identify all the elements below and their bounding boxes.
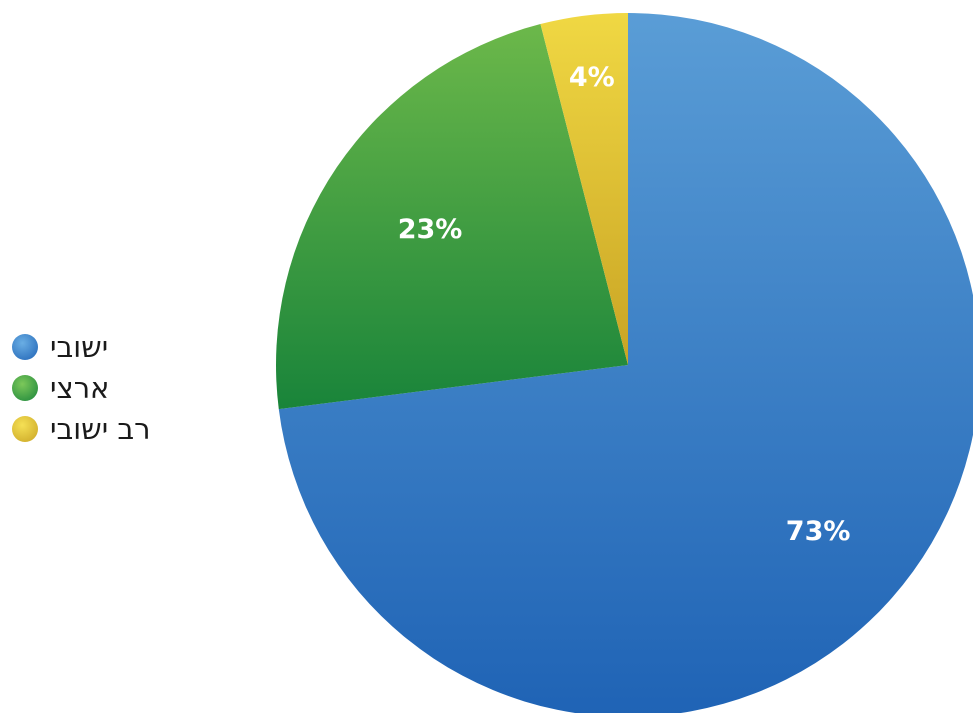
legend-label-0: ישובי: [50, 329, 109, 364]
legend: ישובי ארצי רב ישובי: [12, 326, 151, 449]
pie-slice-1: [276, 24, 628, 410]
pie-slices: [276, 13, 973, 713]
legend-swatch-1: [12, 374, 38, 401]
legend-label-2: רב ישובי: [50, 411, 151, 446]
legend-swatch-0: [12, 333, 38, 360]
legend-item-0: ישובי: [12, 326, 151, 367]
pie-slice-2: [540, 13, 628, 365]
pie-data-label-0: 73%: [786, 516, 851, 547]
pie-slice-0: [278, 13, 973, 713]
legend-swatch-2: [12, 415, 38, 442]
pie-data-labels: 73% 23% 4%: [398, 62, 851, 547]
legend-item-1: ארצי: [12, 367, 151, 408]
legend-label-1: ארצי: [50, 370, 110, 405]
legend-item-2: רב ישובי: [12, 408, 151, 449]
pie-data-label-2: 4%: [569, 62, 615, 93]
pie-data-label-1: 23%: [398, 214, 463, 245]
